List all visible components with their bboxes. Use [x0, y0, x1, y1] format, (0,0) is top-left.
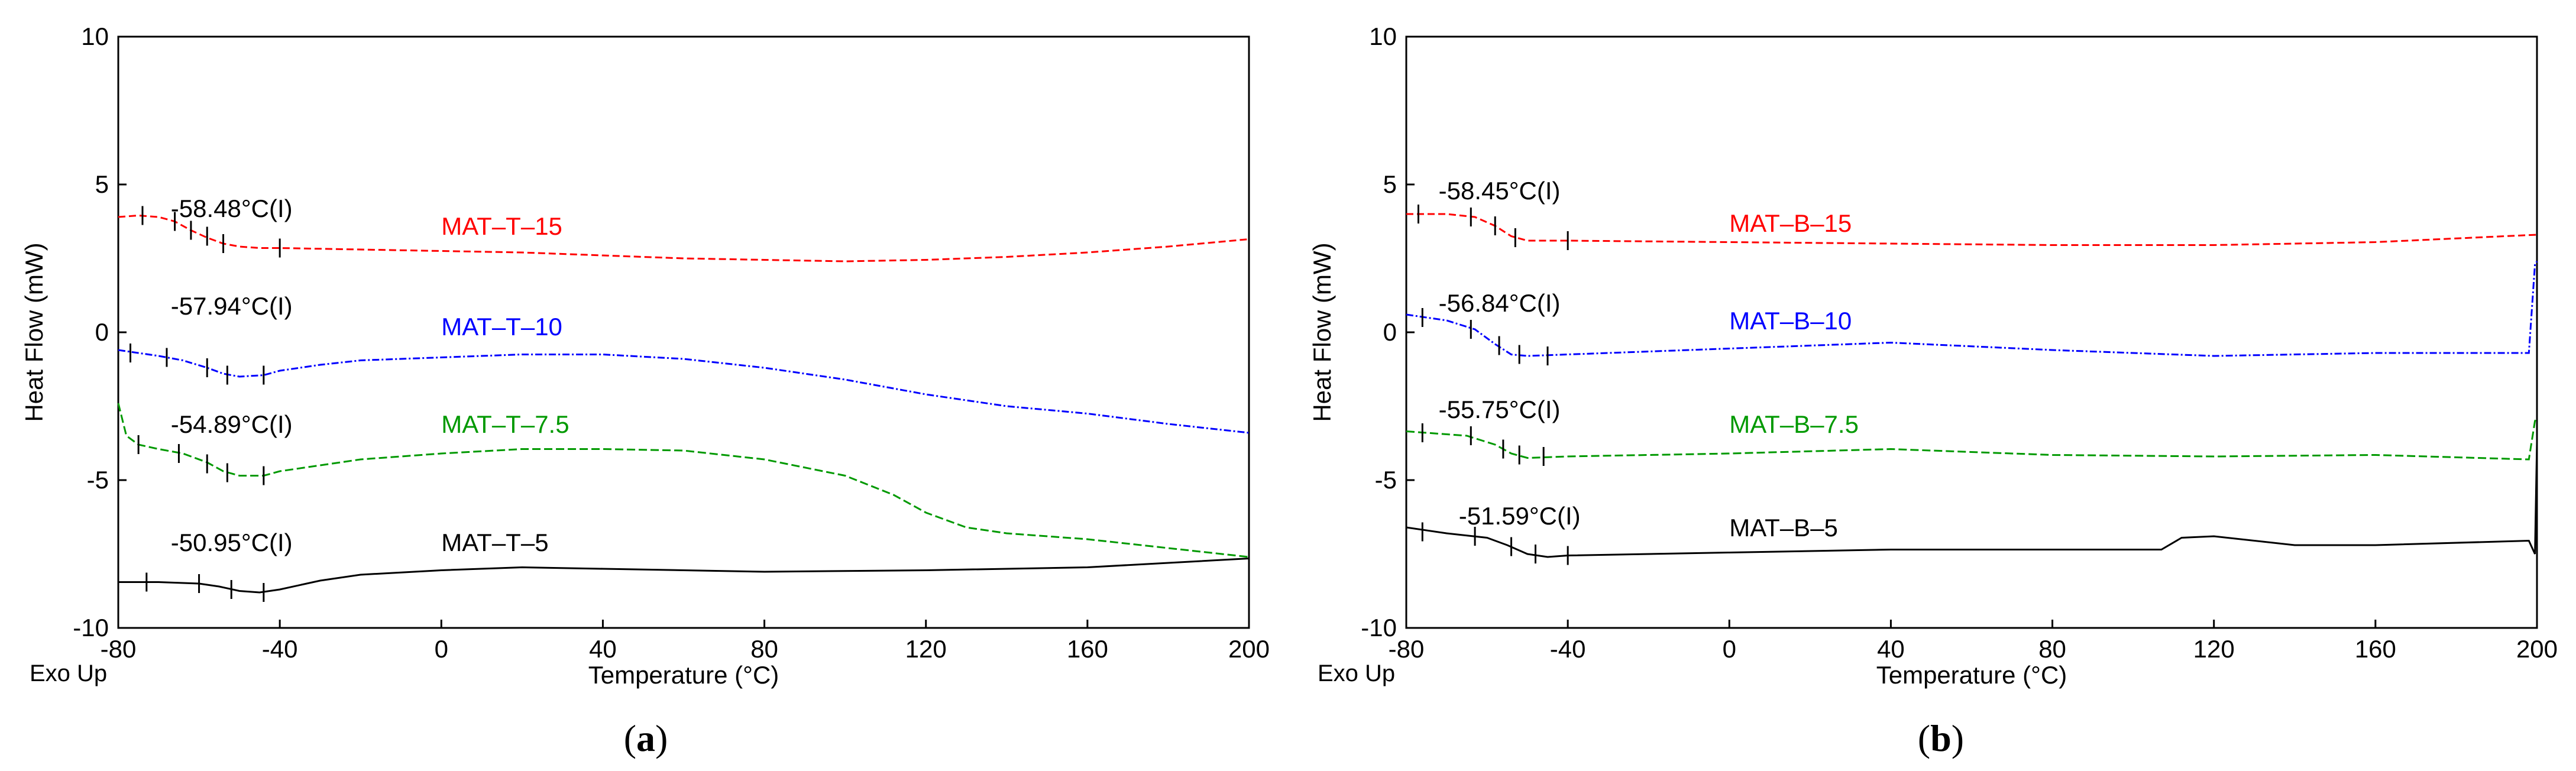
x-tick-label: -40 — [262, 635, 298, 663]
series-label: MAT–B–7.5 — [1729, 410, 1859, 438]
x-tick-label: -80 — [1389, 635, 1425, 663]
y-tick-label: 0 — [95, 318, 109, 346]
x-axis-title: Temperature (°C) — [588, 661, 779, 689]
y-tick-label: 5 — [1383, 170, 1397, 198]
glass-transition-annotation: -58.45°C(I) — [1439, 177, 1561, 205]
exo-up-label: Exo Up — [1318, 660, 1395, 686]
series-line — [1406, 261, 2538, 357]
series-line — [118, 558, 1250, 594]
x-tick-label: 200 — [2516, 635, 2558, 663]
series-label: MAT–B–10 — [1729, 307, 1852, 335]
x-tick-label: 0 — [435, 635, 448, 663]
x-tick-label: 160 — [1067, 635, 1108, 663]
x-axis-title: Temperature (°C) — [1876, 661, 2067, 689]
glass-transition-annotation: -55.75°C(I) — [1439, 396, 1561, 423]
series-label: MAT–T–7.5 — [441, 410, 569, 438]
panel-label-a: (a) — [624, 717, 668, 759]
x-tick-label: 80 — [2038, 635, 2066, 663]
series-line — [118, 349, 1250, 434]
y-tick-label: 5 — [95, 170, 109, 198]
x-tick-label: 200 — [1228, 635, 1270, 663]
y-tick-label: -5 — [1375, 466, 1397, 494]
y-tick-label: 0 — [1383, 318, 1397, 346]
x-axis-ticks-a: -80 -40 0 40 80 120 160 200 — [101, 620, 1270, 663]
y-axis-ticks-b: 10 5 0 -5 -10 — [1361, 22, 1415, 642]
glass-transition-annotation: -54.89°C(I) — [171, 410, 293, 438]
series-label: MAT–T–15 — [441, 212, 562, 240]
glass-transition-annotation: -50.95°C(I) — [171, 529, 293, 556]
y-axis-title: Heat Flow (mW) — [20, 242, 48, 422]
x-tick-label: -80 — [101, 635, 137, 663]
x-tick-label: -40 — [1550, 635, 1586, 663]
x-tick-label: 40 — [1877, 635, 1905, 663]
series-line — [1406, 213, 2538, 246]
x-tick-label: 120 — [2193, 635, 2235, 663]
series-label: MAT–B–15 — [1729, 209, 1852, 237]
chart-panel-a: 10 5 0 -5 -10 -80 -40 0 40 80 120 160 200 MAT–T–15 -… — [20, 22, 1270, 759]
series-line — [1406, 441, 2538, 558]
glass-transition-annotation: -56.84°C(I) — [1439, 289, 1561, 317]
y-tick-label: -10 — [73, 614, 109, 642]
glass-transition-annotation: -51.59°C(I) — [1459, 502, 1581, 530]
y-axis-title: Heat Flow (mW) — [1308, 242, 1336, 422]
glass-transition-annotation: -57.94°C(I) — [171, 292, 293, 320]
series-line — [118, 214, 1250, 263]
y-tick-label: 10 — [1369, 22, 1397, 50]
series-label: MAT–T–10 — [441, 313, 562, 341]
glass-transition-annotation: -58.48°C(I) — [171, 195, 293, 222]
series-layer-a: MAT–T–15 -58.48°C(I) MAT–T–10 -57.94°C(I) MA… — [117, 195, 1250, 602]
plot-frame-b — [1405, 35, 2538, 629]
series-layer-b: MAT–B–15 -58.45°C(I) MAT–B–10 -56.84°C(I) MA… — [1406, 177, 2538, 565]
y-axis-ticks-a: 10 5 0 -5 -10 — [73, 22, 127, 642]
series-line — [117, 403, 1250, 558]
series-line — [1406, 417, 2538, 461]
exo-up-label: Exo Up — [30, 660, 107, 686]
x-tick-label: 40 — [589, 635, 617, 663]
x-tick-label: 160 — [2355, 635, 2396, 663]
y-tick-label: -5 — [87, 466, 109, 494]
series-label: MAT–T–5 — [441, 529, 548, 556]
x-tick-label: 80 — [750, 635, 778, 663]
chart-panel-b: 10 5 0 -5 -10 -80 -40 0 40 80 120 160 200 MAT–B–15 -… — [1308, 22, 2558, 759]
panel-label-b: (b) — [1918, 717, 1964, 759]
x-tick-label: 120 — [905, 635, 947, 663]
series-label: MAT–B–5 — [1729, 514, 1838, 542]
y-tick-label: 10 — [81, 22, 109, 50]
x-tick-label: 0 — [1723, 635, 1736, 663]
x-axis-ticks-b: -80 -40 0 40 80 120 160 200 — [1389, 620, 2558, 663]
y-tick-label: -10 — [1361, 614, 1397, 642]
